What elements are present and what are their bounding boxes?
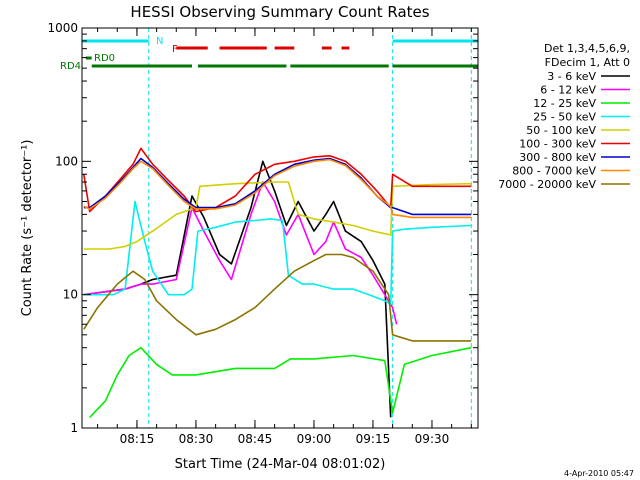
flag-label-f: F (172, 44, 178, 55)
legend-label: 3 - 6 keV (547, 70, 596, 83)
chart-title: HESSI Observing Summary Count Rates (130, 3, 429, 21)
flag-label-rd0: RD0 (94, 53, 115, 64)
flag-label-rd4: RD4 (60, 61, 81, 72)
x-tick-label: 09:30 (415, 432, 450, 446)
x-axis-label: Start Time (24-Mar-04 08:01:02) (175, 457, 386, 472)
legend-label: 100 - 300 keV (519, 138, 596, 151)
legend-label: 7000 - 20000 keV (498, 178, 596, 191)
y-axis-label: Count Rate (s⁻¹ detector⁻¹) (20, 140, 35, 317)
series-line (83, 158, 472, 219)
legend-label: 50 - 100 keV (526, 124, 596, 137)
legend-label: 800 - 7000 keV (512, 165, 596, 178)
plot-area: NF RD0 RD4 (60, 28, 478, 428)
y-tick-label: 10 (63, 288, 78, 302)
legend-label: 25 - 50 keV (533, 111, 596, 124)
legend-label: 12 - 25 keV (533, 97, 596, 110)
series-line (83, 181, 472, 250)
x-tick-label: 08:15 (120, 432, 155, 446)
x-tick-label: 08:30 (179, 432, 214, 446)
series-line (83, 253, 472, 342)
legend-label: 300 - 800 keV (519, 151, 596, 164)
series-line (83, 181, 398, 325)
y-tick-label: 100 (55, 154, 78, 168)
y-tick-label: 1 (70, 421, 78, 435)
series-line (89, 346, 472, 418)
timestamp: 4-Apr-2010 05:47 (564, 469, 634, 478)
axes: 08:15 08:30 08:45 09:00 09:15 09:30 1 10 100 1000 (47, 21, 478, 446)
series-line (83, 160, 392, 418)
x-tick-label: 09:15 (356, 432, 391, 446)
flag-label-n: N (156, 36, 163, 47)
y-tick-label: 1000 (47, 21, 78, 35)
plot-frame (81, 27, 479, 429)
x-tick-label: 08:45 (238, 432, 273, 446)
x-tick-label: 09:00 (297, 432, 332, 446)
legend-header-line-2: FDecim 1, Att 0 (545, 56, 630, 69)
legend-header-line-1: Det 1,3,4,5,6,9, (544, 42, 630, 55)
legend-label: 6 - 12 keV (540, 84, 596, 97)
